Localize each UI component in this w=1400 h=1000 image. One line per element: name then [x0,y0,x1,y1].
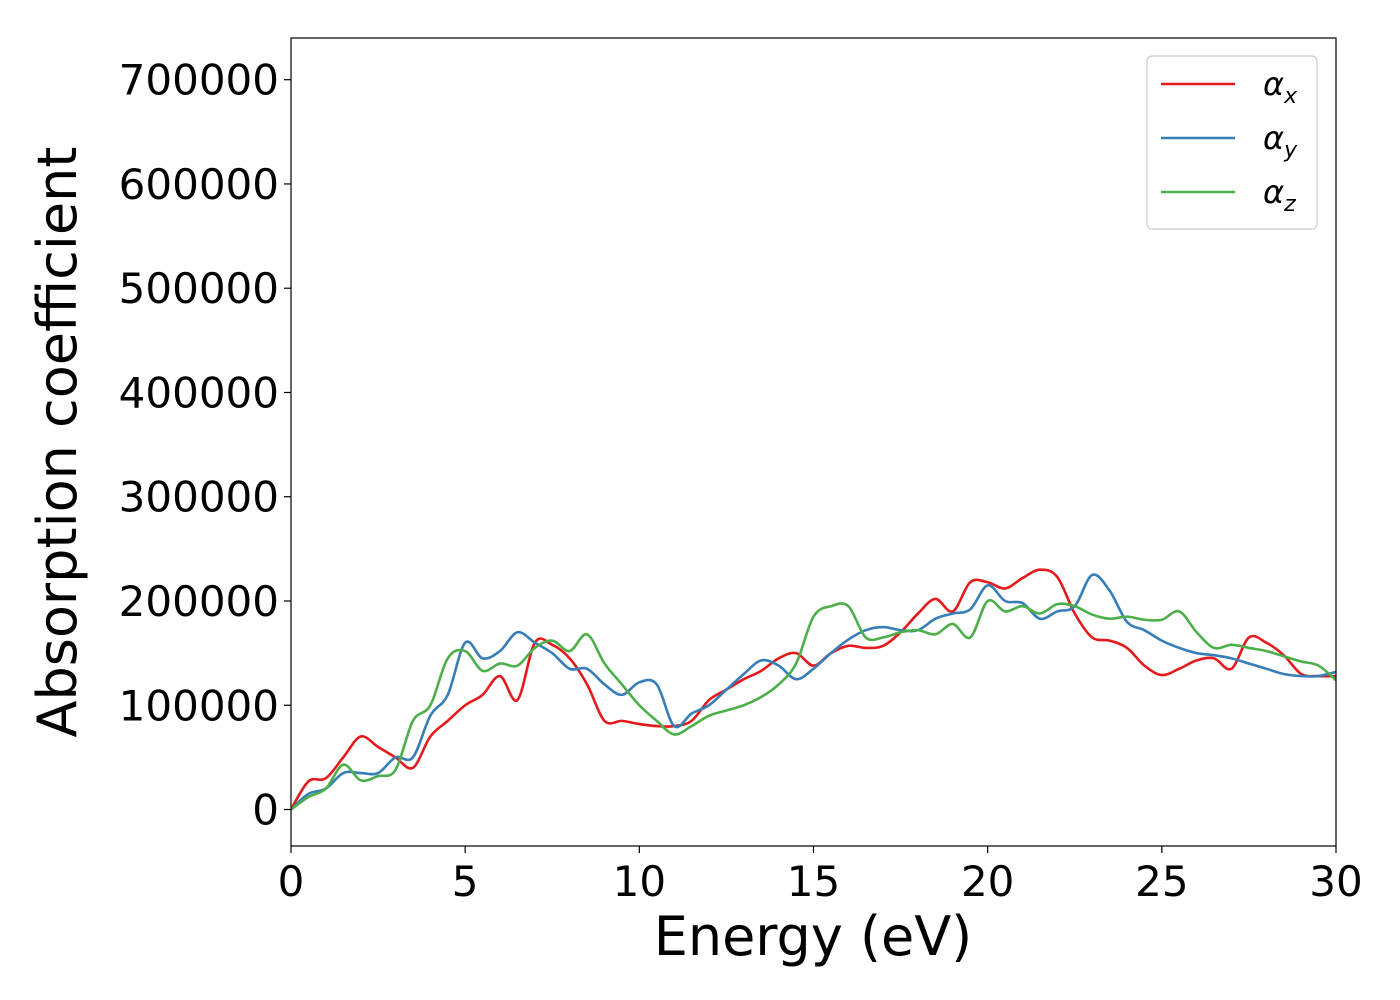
y-tick-label: 700000 [119,56,279,105]
legend-label-y: αy [1263,119,1298,163]
series-line-x [291,568,1336,811]
x-tick-label: 10 [613,857,666,906]
x-tick-label: 30 [1309,857,1362,906]
series-layer [291,568,1336,811]
y-axis: 0 100000 200000 300000 400000 500000 600000 700… [119,56,291,835]
series-line-z [291,598,1336,811]
y-tick-label: 100000 [119,681,279,730]
y-tick-label: 500000 [119,264,279,313]
x-axis-title: Energy (eV) [654,905,973,968]
legend-label-x: αx [1263,65,1298,109]
y-tick-label: 0 [252,786,279,835]
legend-label-z: αz [1263,173,1296,217]
x-tick-label: 25 [1135,857,1188,906]
x-tick-label: 5 [452,857,479,906]
legend-box [1146,55,1318,230]
series-line-y [291,573,1336,811]
y-tick-label: 600000 [119,160,279,209]
x-tick-label: 0 [278,857,305,906]
y-tick-label: 300000 [119,473,279,522]
y-axis-title: Absorption coefficient [26,147,89,738]
x-axis: 0 5 10 15 20 25 30 [278,846,1363,906]
x-tick-label: 15 [787,857,840,906]
x-tick-label: 20 [961,857,1014,906]
y-tick-label: 200000 [119,577,279,626]
legend: αx αy αz [1146,55,1318,230]
y-tick-label: 400000 [119,368,279,417]
